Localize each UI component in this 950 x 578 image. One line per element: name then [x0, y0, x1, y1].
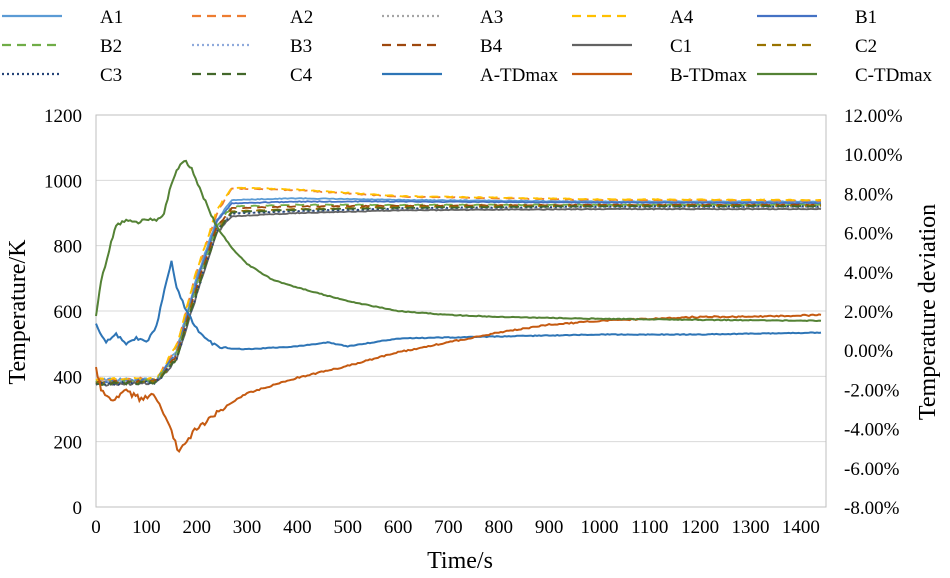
y2-tick-label: -2.00% — [844, 380, 900, 401]
x-tick-label: 900 — [535, 517, 564, 538]
legend-item-b3: B3 — [192, 36, 312, 57]
x-tick-label: 300 — [233, 517, 262, 538]
legend-label: A3 — [480, 7, 503, 28]
x-tick-label: 500 — [333, 517, 362, 538]
legend-item-a-tdmax: A-TDmax — [382, 65, 559, 86]
series-line-b3 — [95, 205, 822, 385]
series-line-b-tdmax — [95, 313, 822, 453]
legend-label: C2 — [855, 36, 877, 57]
series-line-c3 — [95, 205, 822, 387]
y2-tick-label: 0.00% — [844, 341, 893, 362]
legend-label: C1 — [670, 36, 692, 57]
y2-axis-title: Temperature deviation — [915, 204, 941, 420]
legend-item-c2: C2 — [757, 36, 877, 57]
series-line-a3 — [95, 206, 822, 384]
series-line-a1 — [95, 197, 822, 383]
axes: 0 100 200 300 400 500 600 700 800 900 1000 1100 1200… — [44, 106, 903, 538]
legend-label: B3 — [290, 36, 312, 57]
legend-item-a2: A2 — [192, 7, 313, 28]
legend: A1 A2 A3 A4 B1 B2 B3 B4 C1 C2 C3 C4 A-TDmax B-TDmax C-… — [2, 7, 933, 86]
legend-label: B-TDmax — [670, 65, 748, 86]
y-tick-label: 0 — [73, 498, 83, 519]
legend-item-b2: B2 — [2, 36, 122, 57]
y-tick-label: 1000 — [44, 171, 82, 192]
series-line-a2 — [95, 187, 822, 382]
legend-item-c3: C3 — [2, 65, 122, 86]
x-tick-label: 400 — [283, 517, 312, 538]
series-line-b2 — [95, 203, 822, 385]
legend-label: B1 — [855, 7, 877, 28]
x-tick-label: 0 — [91, 517, 101, 538]
legend-label: A1 — [100, 7, 123, 28]
legend-label: C-TDmax — [855, 65, 933, 86]
y2-tick-label: 2.00% — [844, 302, 893, 323]
y2-tick-label: 12.00% — [844, 106, 903, 127]
x-tick-label: 1000 — [580, 517, 618, 538]
legend-label: C4 — [290, 65, 313, 86]
x-axis-title: Time/s — [427, 548, 493, 574]
legend-label: A-TDmax — [480, 65, 559, 86]
x-tick-label: 1300 — [731, 517, 769, 538]
legend-label: A4 — [670, 7, 694, 28]
y-tick-label: 200 — [54, 433, 83, 454]
series-line-a4 — [95, 186, 821, 383]
x-tick-label: 1400 — [782, 517, 820, 538]
legend-item-b1: B1 — [757, 7, 877, 28]
y-axis-title: Temperature/K — [5, 239, 31, 385]
series-line-c1 — [95, 207, 822, 387]
y2-tick-label: 8.00% — [844, 184, 893, 205]
y-tick-label: 400 — [54, 367, 83, 388]
y-tick-label: 600 — [54, 302, 83, 323]
legend-item-b-tdmax: B-TDmax — [572, 65, 748, 86]
y-tick-label: 1200 — [44, 106, 82, 127]
legend-item-c4: C4 — [192, 65, 313, 86]
x-tick-label: 800 — [485, 517, 514, 538]
y2-tick-label: 4.00% — [844, 263, 893, 284]
x-tick-label: 600 — [384, 517, 413, 538]
legend-item-a3: A3 — [382, 7, 503, 28]
x-tick-label: 100 — [132, 517, 161, 538]
series-line-c2 — [95, 204, 822, 386]
series-line-b4 — [95, 203, 822, 385]
legend-item-b4: B4 — [382, 36, 503, 57]
gridlines — [96, 114, 826, 508]
series-line-c4 — [95, 204, 822, 387]
legend-item-c-tdmax: C-TDmax — [757, 65, 933, 86]
legend-item-a4: A4 — [572, 7, 694, 28]
x-tick-label: 200 — [182, 517, 211, 538]
series-line-b1 — [95, 200, 822, 386]
y2-tick-label: 6.00% — [844, 224, 893, 245]
y-tick-label: 800 — [54, 237, 83, 258]
legend-label: C3 — [100, 65, 122, 86]
y2-tick-label: -6.00% — [844, 459, 900, 480]
legend-item-a1: A1 — [2, 7, 123, 28]
series-line-c-tdmax — [95, 159, 822, 323]
x-tick-label: 700 — [434, 517, 463, 538]
y2-tick-label: -8.00% — [844, 498, 900, 519]
y2-tick-label: 10.00% — [844, 145, 903, 166]
series-line-a-tdmax — [95, 260, 822, 351]
legend-label: B4 — [480, 36, 503, 57]
y2-tick-label: -4.00% — [844, 420, 900, 441]
series-lines — [95, 159, 822, 453]
legend-label: B2 — [100, 36, 122, 57]
legend-item-c1: C1 — [572, 36, 692, 57]
x-tick-label: 1200 — [681, 517, 719, 538]
x-tick-label: 1100 — [631, 517, 668, 538]
legend-label: A2 — [290, 7, 313, 28]
